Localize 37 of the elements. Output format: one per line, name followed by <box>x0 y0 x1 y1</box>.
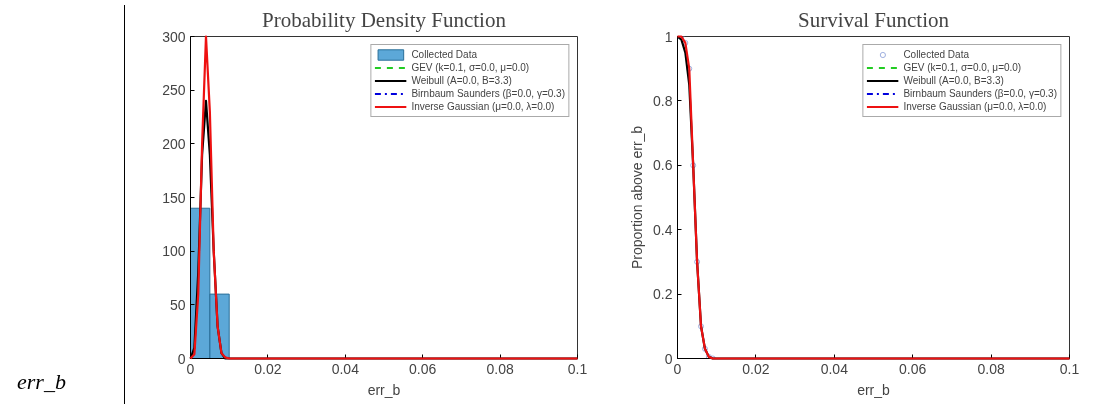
y-tick-label: 0.2 <box>653 286 673 303</box>
x-tick-label: 0.06 <box>899 360 927 377</box>
x-tick-label: 0.02 <box>254 360 282 377</box>
chart-title: Survival Function <box>797 7 950 32</box>
chart-title: Probability Density Function <box>262 7 507 32</box>
y-axis-title: Proportion above err_b <box>629 125 646 270</box>
y-tick-label: 0.4 <box>653 221 673 238</box>
legend-label: Collected Data <box>903 48 969 61</box>
x-tick-label: 0.06 <box>409 360 437 377</box>
y-tick-label: 300 <box>162 28 186 45</box>
x-tick-label: 0.08 <box>977 360 1005 377</box>
y-tick-label: 200 <box>162 135 186 152</box>
legend-label: Inverse Gaussian (μ=0.0, λ=0.0) <box>411 100 555 113</box>
x-axis-title: err_b <box>367 381 401 398</box>
text: err_b <box>17 367 66 396</box>
y-tick-label: 250 <box>162 82 186 99</box>
legend-label: Weibull (A=0.0, B=3.3) <box>411 74 512 87</box>
y-tick-label: 100 <box>162 243 186 260</box>
y-tick-label: 150 <box>162 189 186 206</box>
x-tick-label: 0.1 <box>567 360 588 377</box>
legend-label: Birnbaum Saunders (β=0.0, γ=0.3) <box>411 87 565 100</box>
legend-label: GEV (k=0.1, σ=0.0, μ=0.0) <box>903 61 1022 74</box>
x-tick-label: 0.08 <box>486 360 514 377</box>
y-tick-label: 1 <box>664 28 673 45</box>
legend-label: GEV (k=0.1, σ=0.0, μ=0.0) <box>411 61 530 74</box>
legend-label: Weibull (A=0.0, B=3.3) <box>903 74 1004 87</box>
x-tick-label: 0.04 <box>820 360 849 377</box>
y-tick-label: 50 <box>169 296 186 313</box>
legend-label: Collected Data <box>411 48 477 61</box>
legend-label: Birnbaum Saunders (β=0.0, γ=0.3) <box>903 87 1057 100</box>
x-axis-title: err_b <box>857 381 891 398</box>
x-tick-label: 0.04 <box>331 360 360 377</box>
legend-label: Inverse Gaussian (μ=0.0, λ=0.0) <box>903 100 1047 113</box>
y-tick-label: 0.6 <box>653 157 673 174</box>
x-tick-label: 0.02 <box>742 360 770 377</box>
x-tick-label: 0.1 <box>1059 360 1080 377</box>
y-tick-label: 0.8 <box>653 92 673 109</box>
